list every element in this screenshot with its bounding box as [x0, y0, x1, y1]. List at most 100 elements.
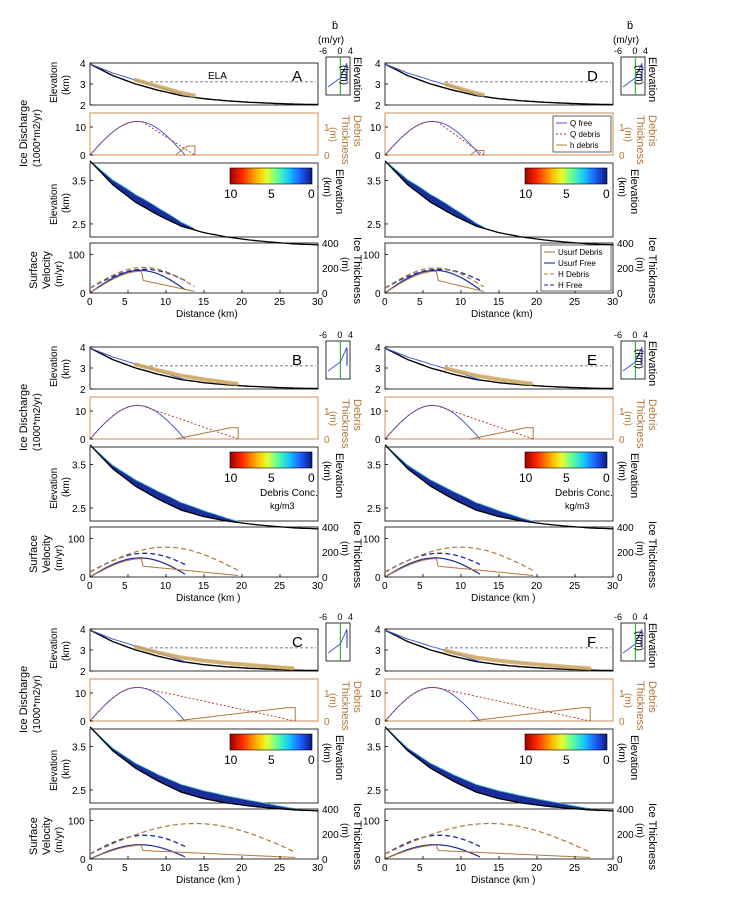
y-axis-label-right: (m) [622, 411, 633, 426]
legend-entry: Q free [570, 119, 593, 128]
y-axis-label: (1000*m2/yr) [32, 393, 43, 451]
mb-tick: 0 [337, 330, 342, 340]
y-axis-label: Surface [28, 817, 40, 855]
y-axis-label: Ice Discharge [18, 666, 30, 733]
colorbar-label: Debris Conc. [555, 488, 613, 499]
y-axis-label: (km) [61, 759, 72, 779]
colorbar [229, 451, 313, 469]
debris-dot [587, 666, 592, 671]
y-axis-label: (km) [61, 75, 72, 95]
h-debris-line [384, 267, 485, 289]
bed-line [384, 629, 614, 672]
tick-label: 100 [363, 535, 380, 546]
q-debris-line [89, 120, 195, 156]
legend-entry: H Debris [558, 270, 589, 279]
colorbar-tick: 5 [563, 187, 570, 201]
tick-label: 0 [80, 573, 86, 584]
y-axis-label-right: Debris [646, 115, 658, 147]
y-axis-label-right: Thickness [339, 681, 351, 731]
tick-label: 0 [80, 435, 86, 446]
tick-label: 0 [80, 289, 86, 300]
y-axis-label-right: (m) [622, 127, 633, 142]
tick-label: 2.5 [367, 220, 381, 231]
y-axis-label-right: Debris [351, 681, 363, 713]
bed-line [89, 629, 319, 672]
tick-label: 200 [322, 548, 339, 559]
tick-label: 4 [80, 59, 86, 70]
tick-label-debris: 0 [324, 717, 330, 728]
y-axis-label-right: (m) [634, 257, 645, 272]
ice-body [89, 444, 239, 523]
x-axis-label: Distance (km ) [176, 593, 240, 604]
tick-label: 10 [75, 689, 87, 700]
contour-frame [89, 728, 319, 804]
colorbar [524, 451, 608, 469]
y-axis-label-right: (m) [339, 823, 350, 838]
y-axis-label-right: (m) [327, 693, 338, 708]
mass-balance-line [622, 62, 643, 88]
debris-dot [191, 93, 197, 98]
mb-tick: 0 [337, 612, 342, 622]
legend-entry: Usurf Debris [558, 248, 602, 257]
tick-label: 2 [80, 385, 86, 396]
tick-label: 3.5 [72, 742, 86, 753]
bed-line [89, 63, 319, 106]
tick-label: 15 [198, 297, 210, 308]
y-axis-label: (km) [61, 359, 72, 379]
colorbar-tick: 5 [563, 471, 570, 485]
tick-label: 0 [375, 151, 381, 162]
tick-label: 0 [375, 435, 381, 446]
tick-label-debris: 1 [324, 689, 330, 700]
discharge-frame [89, 396, 319, 440]
tick-label: 3.5 [367, 460, 381, 471]
y-axis-label-right: (km) [616, 461, 627, 481]
colorbar-tick: 5 [268, 753, 275, 767]
ice-surface-line [89, 444, 239, 522]
mass-balance-line [327, 62, 348, 88]
tick-label: 0 [87, 297, 93, 308]
y-axis-label-right: (m) [634, 541, 645, 556]
mb-tick: -6 [319, 46, 327, 56]
tick-label: 5 [122, 581, 128, 592]
colorbar [229, 733, 313, 751]
y-axis-label-right: Ice Thickness [351, 803, 363, 871]
ice-body [89, 160, 196, 231]
tick-label: 4 [375, 625, 381, 636]
velocity-frame [89, 242, 319, 294]
tick-label: 20 [531, 581, 543, 592]
y-axis-label-right: Debris [351, 399, 363, 431]
y-axis-label: Elevation [49, 750, 60, 791]
tick-label: 30 [607, 581, 619, 592]
mb-tick: 4 [348, 612, 353, 622]
y-axis-label-right: Elevation [628, 735, 640, 780]
h-debris-line [89, 266, 195, 289]
tick-label: 200 [322, 830, 339, 841]
y-axis-label-right: Ice Thickness [646, 521, 658, 589]
y-axis-label: (1000*m2/yr) [32, 675, 43, 733]
tick-label: 2 [80, 667, 86, 678]
usurf-free-line [384, 269, 481, 294]
q-free-line [384, 686, 481, 722]
contour-frame [384, 162, 614, 238]
y-axis-label: Elevation [49, 346, 60, 387]
tick-label: 3.5 [367, 176, 381, 187]
mass-balance-line [622, 628, 643, 654]
x-axis-label: Distance (km ) [176, 875, 240, 886]
y-axis-label: Velocity [41, 535, 53, 573]
tick-label: 15 [493, 581, 505, 592]
y-axis-label: Surface [28, 251, 40, 289]
tick-label: 5 [122, 863, 128, 874]
h-debris-line [470, 707, 591, 722]
y-axis-label-right: Ice Thickness [351, 237, 363, 305]
tick-label: 0 [322, 855, 328, 866]
y-axis-label-right: Thickness [634, 681, 646, 731]
y-axis-label-right: (m) [622, 693, 633, 708]
tick-label: 10 [160, 863, 172, 874]
h-debris-line [384, 546, 534, 573]
y-axis-label-right: (km) [633, 65, 644, 85]
x-axis-label: Distance (km) [471, 309, 533, 320]
y-axis-label-right: (km) [338, 65, 349, 85]
tick-label: 0 [375, 717, 381, 728]
tick-label: 10 [75, 407, 87, 418]
